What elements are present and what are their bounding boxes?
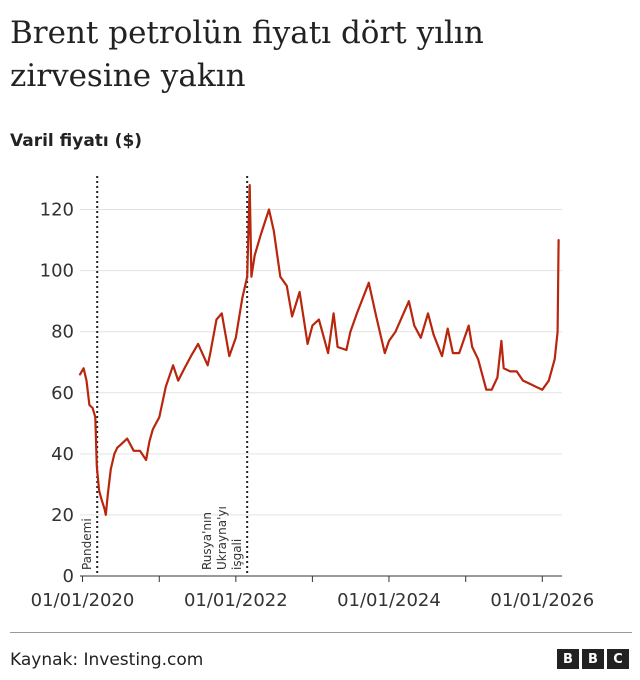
x-tick-label: 01/01/2022 — [184, 590, 288, 611]
y-axis-unit-label: Varil fiyatı ($) — [10, 131, 143, 151]
y-tick-label: 20 — [51, 505, 74, 526]
y-axis-tick-labels: 0 20 40 60 80 100 120 — [40, 200, 74, 587]
x-tick-label: 01/01/2020 — [31, 590, 135, 611]
x-axis — [80, 575, 562, 582]
event-label: Ukrayna'yı — [215, 506, 229, 570]
x-tick-label: 01/01/2026 — [490, 590, 594, 611]
bbc-logo: B B C — [557, 649, 629, 669]
grid-lines — [80, 209, 562, 516]
x-tick-label: 01/01/2024 — [337, 590, 441, 611]
price-line — [78, 184, 560, 516]
source-credit: Kaynak: Investing.com — [10, 650, 204, 670]
y-tick-label: 60 — [51, 383, 74, 404]
y-tick-label: 40 — [51, 444, 74, 465]
event-annotations: Pandemi Rusya'nın Ukrayna'yı işgali — [80, 176, 249, 576]
chart-title: Brent petrolün fiyatı dört yılın zirvesi… — [10, 15, 484, 94]
footer-divider — [10, 632, 632, 633]
event-label: Rusya'nın — [200, 512, 214, 570]
y-tick-label: 100 — [40, 261, 74, 282]
logo-letter: C — [607, 649, 629, 669]
y-tick-label: 80 — [51, 322, 74, 343]
event-label: Pandemi — [80, 518, 94, 570]
price-series — [78, 184, 560, 516]
y-tick-label: 120 — [40, 200, 74, 221]
logo-letter: B — [557, 649, 579, 669]
event-label: işgali — [230, 539, 244, 570]
y-tick-label: 0 — [63, 566, 74, 587]
logo-letter: B — [582, 649, 604, 669]
x-axis-tick-labels: 01/01/2020 01/01/2022 01/01/2024 01/01/2026 — [31, 590, 595, 611]
